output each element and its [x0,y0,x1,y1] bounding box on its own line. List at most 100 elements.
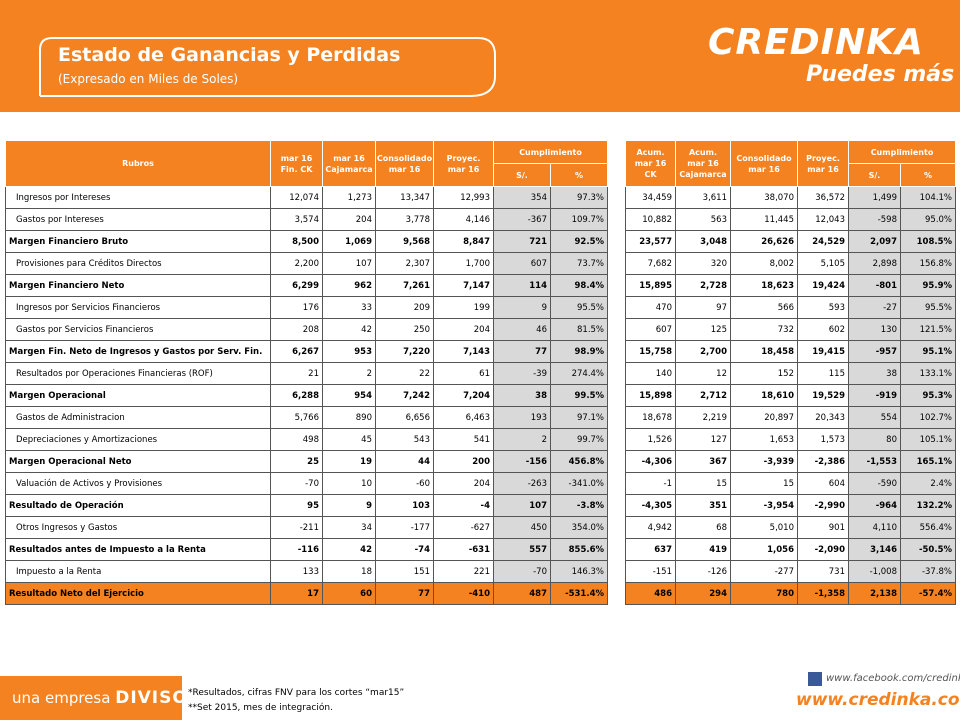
cell: 10 [322,472,376,495]
cell: 607 [493,252,551,275]
cell: 250 [375,318,434,341]
cell: 7,147 [433,274,494,297]
cell: 7,261 [375,274,434,297]
table-row: Ingresos por Servicios Financieros 176 33 2… [5,296,609,319]
cell: 6,463 [433,406,494,429]
cell: 152 [730,362,798,385]
website-link[interactable]: www.credinka.com [796,690,960,710]
cell: 9,568 [375,230,434,253]
cell: 1,700 [433,252,494,275]
facebook-link[interactable]: www.facebook.com/credinka [826,673,960,684]
cell: 15,895 [625,274,676,297]
table-row: Margen Operacional Neto 25 19 44 200 -156 456.… [5,450,609,473]
group-header: Cumplimiento [847,140,957,164]
cell: -964 [848,494,901,517]
cell: 114 [493,274,551,297]
table-row: 140 12 152 115 38 133.1% [625,362,957,385]
cell: 19,415 [797,340,849,363]
cell: 115 [797,362,849,385]
cell: 8,847 [433,230,494,253]
column-header: Rubros [5,140,271,187]
cell: 367 [675,450,731,473]
cell: 99.7% [549,428,609,451]
cell: 3,048 [675,230,731,253]
cell: 962 [322,274,376,297]
sub-header: % [549,163,609,187]
cell: 563 [675,208,731,231]
cell: -957 [848,340,901,363]
cell: 419 [675,538,731,561]
cell: 12 [675,362,731,385]
cell: 221 [433,560,494,583]
cell: 105.1% [899,428,957,451]
column-header: mar 16 Fin. CK [270,140,323,187]
cell: 20,897 [730,406,798,429]
cell: -4,306 [625,450,676,473]
brand-logo: CREDINKA [708,22,924,63]
row-label: Margen Financiero Bruto [5,230,271,253]
row-label: Gastos de Administracion [5,406,271,429]
cell: 1,499 [848,186,901,209]
cell: 602 [797,318,849,341]
company-prefix: una empresa [12,689,111,707]
cell: 102.7% [899,406,957,429]
tagline: Puedes más [806,62,955,87]
cell: 77 [375,582,434,605]
cell: 1,273 [322,186,376,209]
cell: 45 [322,428,376,451]
cell: -126 [675,560,731,583]
cell: 351 [675,494,731,517]
cell: 4,942 [625,516,676,539]
cell: 77 [493,340,551,363]
cell: 15,898 [625,384,676,407]
cell: 732 [730,318,798,341]
company: una empresa DIVISO [12,688,188,708]
cell: 80 [848,428,901,451]
cell: 103 [375,494,434,517]
cell: 3,778 [375,208,434,231]
cell: 8,002 [730,252,798,275]
table-row: Gastos de Administracion 5,766 890 6,656 6,4… [5,406,609,429]
cell: 2,712 [675,384,731,407]
cell: 2,200 [270,252,323,275]
column-header: Consolidado mar 16 [375,140,434,187]
column-header: Acum. mar 16 Cajamarca [675,140,731,187]
cell: 132.2% [899,494,957,517]
cell: 543 [375,428,434,451]
row-label: Valuación de Activos y Provisiones [5,472,271,495]
cell: 1,573 [797,428,849,451]
cell: 81.5% [549,318,609,341]
row-label: Resultado Neto del Ejercicio [5,582,271,605]
table-row: -4,305 351 -3,954 -2,990 -964 132.2% [625,494,957,517]
title-frame [39,37,496,97]
cell: 95.3% [899,384,957,407]
cell: 607 [625,318,676,341]
row-label: Margen Fin. Neto de Ingresos y Gastos po… [5,340,271,363]
cell: 20,343 [797,406,849,429]
cell: -1 [625,472,676,495]
cell: 890 [322,406,376,429]
cell: -116 [270,538,323,561]
cell: -2,990 [797,494,849,517]
cell: -4,305 [625,494,676,517]
cell: 6,288 [270,384,323,407]
cell: 97.3% [549,186,609,209]
cell: 3,611 [675,186,731,209]
table-row: Margen Financiero Bruto 8,500 1,069 9,568 8,… [5,230,609,253]
cell: 354 [493,186,551,209]
cell: 7,682 [625,252,676,275]
cell: 15 [730,472,798,495]
cell: 156.8% [899,252,957,275]
cell: 42 [322,538,376,561]
cell: 95.9% [899,274,957,297]
cell: 954 [322,384,376,407]
cell: 18 [322,560,376,583]
cell: 21 [270,362,323,385]
cell: 151 [375,560,434,583]
cell: 15 [675,472,731,495]
cell: 92.5% [549,230,609,253]
cell: 456.8% [549,450,609,473]
sub-header: S/. [848,163,901,187]
